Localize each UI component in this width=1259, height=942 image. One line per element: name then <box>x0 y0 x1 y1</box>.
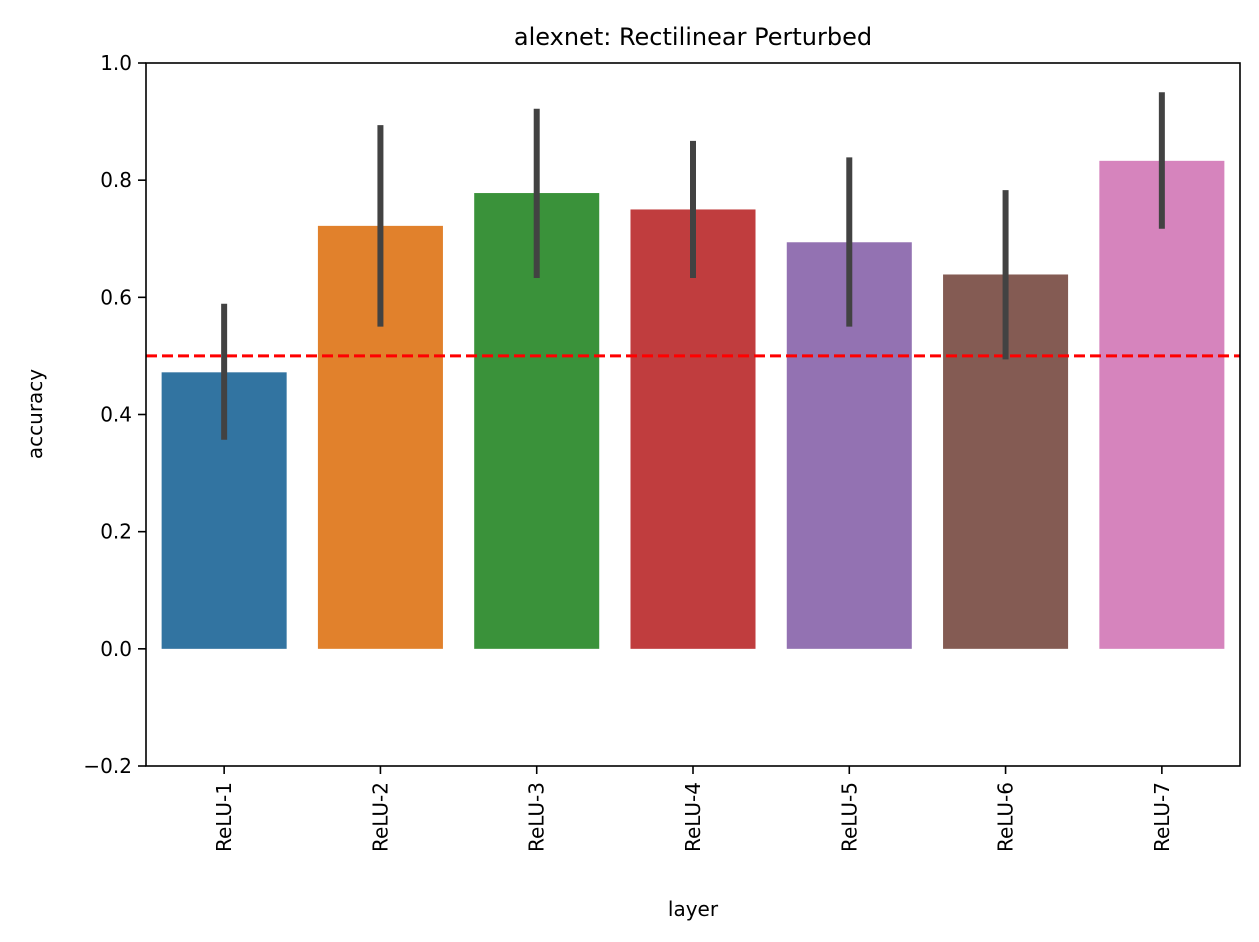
x-tick-label: ReLU-6 <box>994 782 1018 852</box>
chart-title: alexnet: Rectilinear Perturbed <box>514 23 872 51</box>
x-tick-label: ReLU-2 <box>368 782 392 852</box>
bar-relu-7 <box>1099 160 1225 649</box>
x-tick-label: ReLU-4 <box>681 782 705 852</box>
x-axis-label: layer <box>668 897 719 921</box>
x-tick-label: ReLU-3 <box>525 782 549 852</box>
x-tick-label: ReLU-5 <box>837 782 861 852</box>
y-tick-label: 0.6 <box>100 285 132 309</box>
x-tick-label: ReLU-7 <box>1150 782 1174 852</box>
y-tick-label: 0.0 <box>100 637 132 661</box>
y-tick-label: −0.2 <box>83 754 132 778</box>
x-tick-label: ReLU-1 <box>212 782 236 852</box>
y-axis-label: accuracy <box>23 369 47 459</box>
y-tick-label: 0.2 <box>100 520 132 544</box>
bar-relu-4 <box>630 209 756 649</box>
y-tick-label: 1.0 <box>100 51 132 75</box>
y-tick-label: 0.8 <box>100 168 132 192</box>
y-tick-label: 0.4 <box>100 403 132 427</box>
